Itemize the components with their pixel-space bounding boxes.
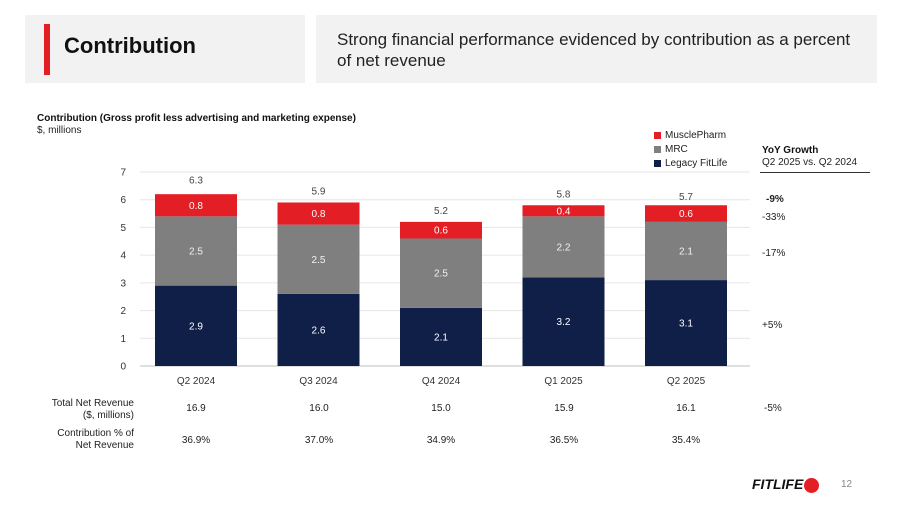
table-row-label-revenue: Total Net Revenue ($, millions) [52,398,134,422]
data-label: 2.2 [557,242,571,253]
bar-segment-mrc [645,221,727,281]
yoy-subheading: Q2 2025 vs. Q2 2024 [762,157,858,168]
page-number: 12 [841,479,853,490]
legend-item-legacy: Legacy FitLife [654,156,727,170]
yoy-divider [760,172,870,173]
yoy-musclepharm: -33% [762,212,786,223]
table-cell: 15.0 [431,403,451,414]
table-row-label-contribution: Contribution % of Net Revenue [57,428,134,452]
x-tick-label: Q2 2025 [667,376,706,387]
total-label: 5.8 [557,189,571,200]
bar-segment-mrc [400,238,482,308]
bar-segment-musclepharm [277,202,360,225]
yoy-legacy: +5% [762,320,783,331]
table-cell: 15.9 [554,403,574,414]
table-cell: 35.4% [671,435,701,446]
total-label: 6.3 [189,175,203,186]
y-tick-label: 0 [120,362,126,373]
bar-segment-musclepharm [155,194,237,217]
subtitle-box [316,15,877,83]
data-label: 2.5 [189,246,203,257]
data-label: 0.6 [434,226,448,237]
data-label: 3.2 [557,317,571,328]
yoy-net-revenue: -5% [764,403,782,414]
bar-segment-legacy-fitlife [522,277,605,366]
row-label-line: Contribution % of [57,428,134,439]
data-label: 2.5 [312,255,326,266]
legend-swatch-musclepharm [654,131,661,139]
chart-title: Contribution (Gross profit less advertis… [37,113,356,124]
title-box [25,15,305,83]
data-label: 3.1 [679,319,693,330]
page-title: Contribution [64,33,196,58]
legend-item-musclepharm: MusclePharm [654,128,727,142]
legend-item-mrc: MRC [654,142,727,156]
bar-segment-legacy-fitlife [645,280,727,366]
y-tick-label: 7 [120,168,126,179]
y-tick-label: 2 [120,306,126,317]
logo-text: FITLIFE [752,476,804,492]
table-cell: 36.5% [549,435,579,446]
data-label: 0.4 [557,206,571,217]
legend-swatch-legacy [654,159,661,167]
chart-legend: MusclePharm MRC Legacy FitLife [654,128,727,170]
table-cell: 16.0 [309,403,329,414]
x-tick-label: Q4 2024 [422,376,461,387]
total-label: 5.9 [312,186,326,197]
yoy-mrc: -17% [762,248,786,259]
data-label: 2.6 [312,325,326,336]
bar-segment-musclepharm [645,205,727,222]
title-accent-bar [44,24,50,75]
yoy-heading: YoY Growth [762,145,819,156]
row-label-line: ($, millions) [82,410,134,421]
y-tick-label: 1 [120,334,126,345]
row-label-line: Net Revenue [75,440,134,451]
data-label: 2.1 [434,332,448,343]
data-label: 0.8 [189,201,203,212]
data-label: 0.6 [679,209,693,220]
total-label: 5.7 [679,192,693,203]
legend-label: MRC [665,143,688,155]
table-cell: 16.9 [186,403,206,414]
table-cell: 36.9% [181,435,211,446]
legend-swatch-mrc [654,145,661,153]
data-label: 2.5 [434,269,448,280]
table-cell: 34.9% [426,435,456,446]
row-label-line: Total Net Revenue [51,398,134,409]
y-tick-label: 3 [120,278,126,289]
bar-segment-mrc [522,216,605,278]
table-cell: 16.1 [676,403,696,414]
data-label: 2.9 [189,321,203,332]
y-tick-label: 6 [120,195,126,206]
logo-badge-icon [804,477,820,493]
chart-unit: $, millions [37,125,82,136]
bar-segment-musclepharm [400,221,482,239]
y-tick-label: 4 [120,251,126,262]
x-tick-label: Q2 2024 [177,376,216,387]
x-tick-label: Q1 2025 [544,376,583,387]
bar-segment-musclepharm [522,205,605,217]
table-cell: 37.0% [304,435,334,446]
y-tick-label: 5 [120,223,126,234]
bar-segment-legacy-fitlife [155,285,237,366]
yoy-total: -9% [766,194,784,205]
data-label: 0.8 [312,209,326,220]
legend-label: Legacy FitLife [665,157,728,169]
bar-segment-mrc [277,224,360,294]
total-label: 5.2 [434,206,448,217]
fitlife-logo: FITLIFE [752,476,820,493]
legend-label: MusclePharm [665,129,727,141]
x-tick-label: Q3 2024 [299,376,338,387]
bar-segment-legacy-fitlife [400,307,482,366]
data-label: 2.1 [679,246,693,257]
bar-segment-legacy-fitlife [277,293,360,366]
page-subtitle: Strong financial performance evidenced b… [337,30,851,70]
bar-segment-mrc [155,216,237,286]
